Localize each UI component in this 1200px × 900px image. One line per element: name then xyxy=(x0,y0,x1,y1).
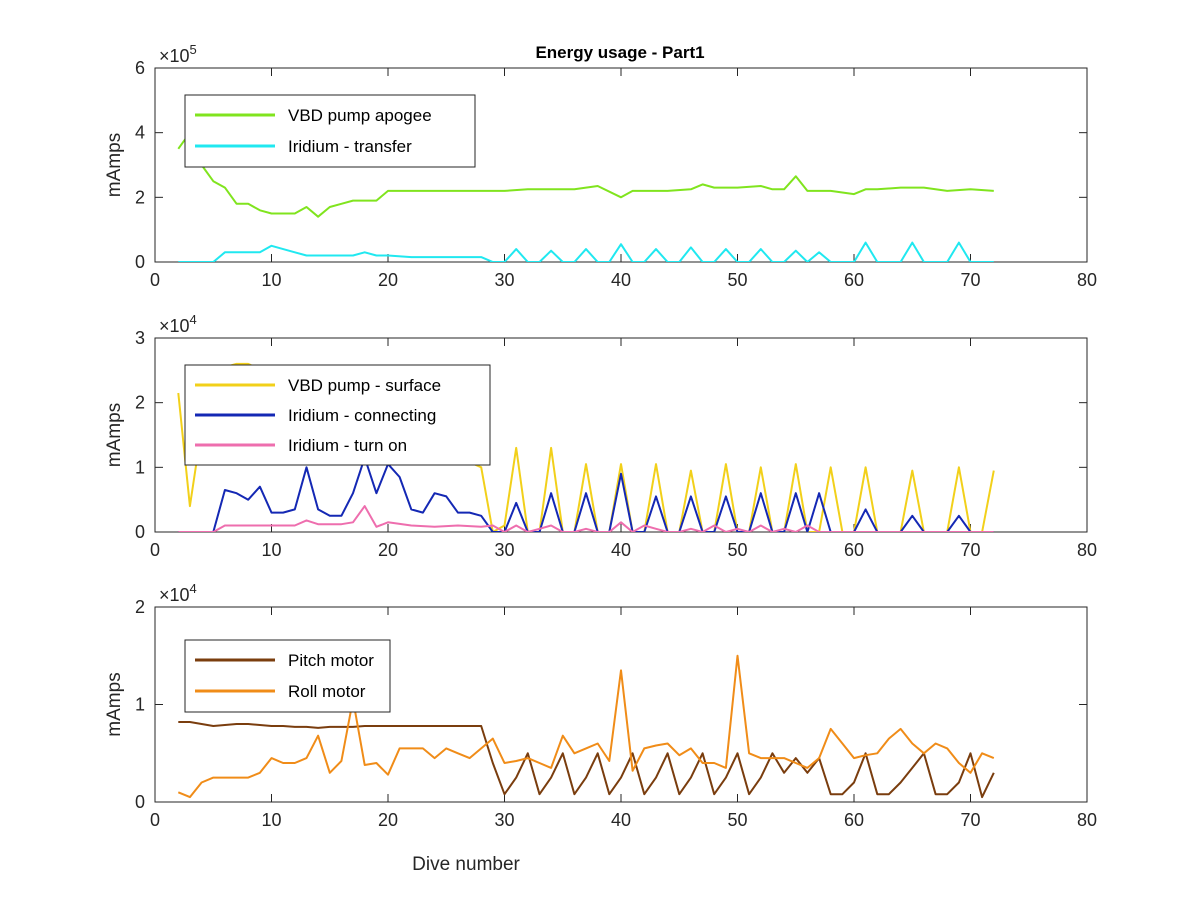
series-group xyxy=(177,362,995,532)
y-tick-label: 1 xyxy=(135,695,145,715)
legend-box xyxy=(184,639,391,713)
x-tick-label: 70 xyxy=(960,540,980,560)
x-tick-label: 20 xyxy=(378,810,398,830)
legend-label: Roll motor xyxy=(288,682,366,701)
legend: Pitch motor Roll motor xyxy=(184,639,391,713)
x-tick-label: 40 xyxy=(611,810,631,830)
series-line-iridium-connecting xyxy=(178,456,994,532)
y-exponent-label: ×105 xyxy=(159,42,197,66)
x-tick-label: 50 xyxy=(727,540,747,560)
x-tick-label: 60 xyxy=(844,810,864,830)
x-tick-label: 70 xyxy=(960,810,980,830)
y-tick-label: 3 xyxy=(135,328,145,348)
y-tick-label: 6 xyxy=(135,58,145,78)
x-tick-label: 40 xyxy=(611,540,631,560)
y-tick-label: 0 xyxy=(135,252,145,272)
x-tick-label: 40 xyxy=(611,270,631,290)
legend-box xyxy=(184,94,476,168)
y-tick-label: 2 xyxy=(135,393,145,413)
y-axis-label: mAmps xyxy=(104,133,125,197)
x-tick-label: 50 xyxy=(727,270,747,290)
series-group xyxy=(177,654,995,799)
x-tick-label: 0 xyxy=(150,270,160,290)
x-tick-label: 60 xyxy=(844,540,864,560)
x-tick-label: 80 xyxy=(1077,270,1097,290)
x-tick-label: 10 xyxy=(261,270,281,290)
x-tick-label: 80 xyxy=(1077,540,1097,560)
series-line-iridium-turn-on xyxy=(178,505,994,532)
series-line-iridium-transfer xyxy=(178,241,994,262)
y-tick-label: 0 xyxy=(135,522,145,542)
x-tick-label: 80 xyxy=(1077,810,1097,830)
y-tick-label: 2 xyxy=(135,187,145,207)
x-tick-label: 60 xyxy=(844,270,864,290)
x-tick-label: 10 xyxy=(261,540,281,560)
x-tick-label: 50 xyxy=(727,810,747,830)
legend-label: VBD pump apogee xyxy=(288,106,432,125)
subplot-3: 0 10 20 30 40 50 60 70 80 0 1 2 ×104 mAmps Dive number… xyxy=(104,581,1097,875)
legend: VBD pump - surface Iridium - connecting Ir… xyxy=(184,364,491,466)
series-group xyxy=(177,131,994,262)
y-axis-label: mAmps xyxy=(104,403,125,467)
x-tick-label: 0 xyxy=(150,810,160,830)
y-exponent-label: ×104 xyxy=(159,581,197,605)
y-tick-label: 1 xyxy=(135,457,145,477)
legend-label: Pitch motor xyxy=(288,651,374,670)
series-line-pitch-motor xyxy=(178,721,995,799)
legend: VBD pump apogee Iridium - transfer xyxy=(184,94,476,168)
x-tick-label: 0 xyxy=(150,540,160,560)
y-tick-label: 4 xyxy=(135,123,145,143)
x-tick-label: 30 xyxy=(494,810,514,830)
legend-label: Iridium - transfer xyxy=(288,137,412,156)
x-tick-label: 30 xyxy=(494,270,514,290)
series-line-roll-motor xyxy=(177,654,995,799)
x-tick-label: 20 xyxy=(378,270,398,290)
y-tick-label: 2 xyxy=(135,597,145,617)
legend-label: VBD pump - surface xyxy=(288,376,441,395)
x-tick-label: 70 xyxy=(960,270,980,290)
x-axis-label: Dive number xyxy=(412,854,520,875)
series-line-vbd-pump-apogee xyxy=(177,131,994,218)
legend-label: Iridium - turn on xyxy=(288,436,407,455)
x-tick-label: 30 xyxy=(494,540,514,560)
subplot-1: 0 10 20 30 40 50 60 70 80 0 2 4 6 ×105 mAmps VBD pump a… xyxy=(104,42,1097,290)
y-exponent-label: ×104 xyxy=(159,312,197,336)
y-tick-label: 0 xyxy=(135,792,145,812)
figure-title: Energy usage - Part1 xyxy=(535,43,704,62)
x-tick-label: 10 xyxy=(261,810,281,830)
y-axis-label: mAmps xyxy=(104,672,125,736)
legend-label: Iridium - connecting xyxy=(288,406,436,425)
subplot-2: 0 10 20 30 40 50 60 70 80 0 1 2 3 ×104 mAmps VBD pump -… xyxy=(104,312,1097,560)
x-tick-label: 20 xyxy=(378,540,398,560)
